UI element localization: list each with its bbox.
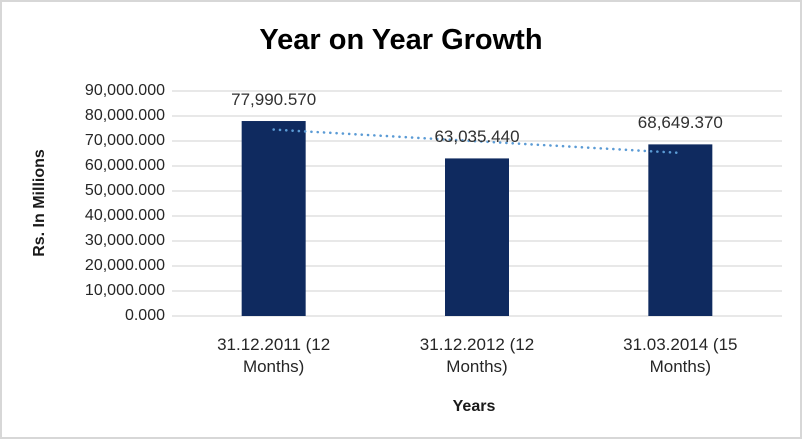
bar-series: [241, 121, 713, 316]
bar-value-label: 68,649.370: [637, 113, 723, 133]
chart-title: Year on Year Growth: [259, 24, 543, 56]
y-tick-label: 40,000.000: [84, 207, 165, 224]
trendline: [272, 128, 682, 155]
y-tick-label: 50,000.000: [84, 182, 165, 199]
bar: [648, 144, 713, 316]
bar: [445, 158, 509, 316]
y-tick-label: 90,000.000: [84, 82, 165, 99]
linear-trendline: [272, 128, 682, 155]
x-category-label: 31.03.2014 (15 Months): [623, 335, 738, 376]
x-axis-title: Years: [452, 398, 496, 415]
y-tick-label: 20,000.000: [84, 257, 165, 274]
bar-value-label: 63,035.440: [434, 127, 520, 147]
bar-value-label: 77,990.570: [231, 90, 317, 110]
y-tick-label: 80,000.000: [84, 107, 165, 124]
bar: [241, 121, 306, 316]
x-category-label: 31.12.2012 (12 Months): [419, 335, 535, 376]
y-tick-label: 0.000: [124, 307, 165, 324]
y-tick-label: 10,000.000: [84, 282, 165, 299]
y-tick-label: 30,000.000: [84, 232, 165, 249]
y-tick-label: 70,000.000: [84, 132, 165, 149]
x-category-label: 31.12.2011 (12 Months): [217, 335, 331, 376]
y-tick-label: 60,000.000: [84, 157, 165, 174]
